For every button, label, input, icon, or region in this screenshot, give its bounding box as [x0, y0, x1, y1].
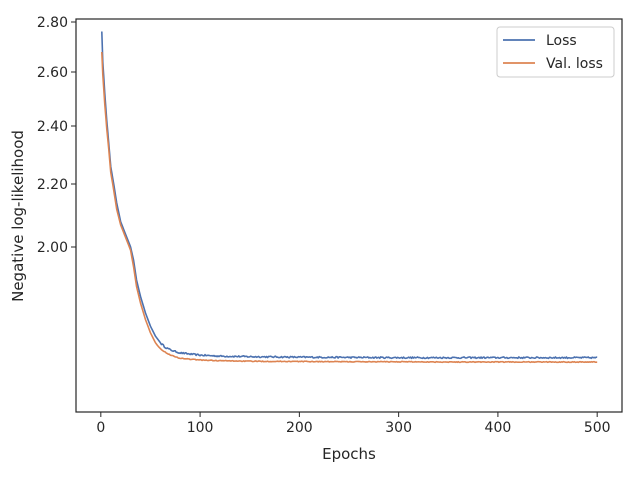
legend-label-val-loss: Val. loss	[546, 56, 603, 72]
y-tick-label: 2.80	[37, 15, 68, 31]
series-line-val-loss	[101, 51, 598, 364]
x-tick-label: 100	[187, 420, 214, 436]
x-axis-label: Epochs	[322, 445, 376, 463]
x-axis-ticks: 0 100 200 300 400 500	[96, 412, 611, 436]
x-tick-label: 0	[96, 420, 105, 436]
x-tick-label: 300	[385, 420, 412, 436]
y-tick-label: 2.20	[37, 177, 68, 193]
x-tick-label: 400	[485, 420, 512, 436]
y-axis-ticks: 2.00 2.20 2.40 2.60 2.80	[37, 15, 76, 256]
series-line-loss	[101, 31, 598, 360]
plot-frame	[75, 18, 623, 413]
legend-label-loss: Loss	[546, 33, 577, 49]
x-tick-label: 200	[286, 420, 313, 436]
series-layer	[101, 31, 598, 364]
y-tick-label: 2.00	[37, 240, 68, 256]
legend: Loss Val. loss	[496, 26, 615, 78]
y-tick-label: 2.40	[37, 119, 68, 135]
y-tick-label: 2.60	[37, 65, 68, 81]
y-axis-label: Negative log-likelihood	[9, 130, 27, 302]
x-tick-label: 500	[584, 420, 611, 436]
